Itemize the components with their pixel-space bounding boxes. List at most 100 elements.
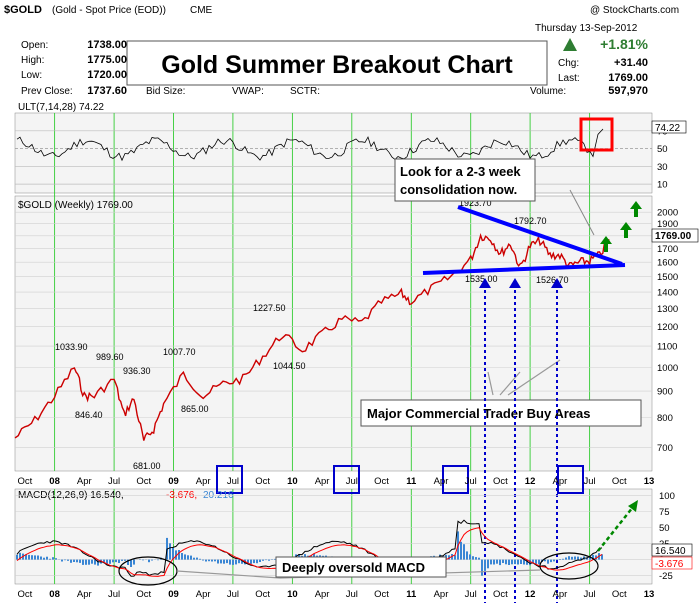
macd-histogram-bar xyxy=(97,559,99,566)
price-series xyxy=(14,233,610,441)
low-label: Low: xyxy=(21,70,42,81)
vwap-label: VWAP: xyxy=(232,86,264,97)
x-tick-label: Oct xyxy=(255,476,270,487)
macd-histogram-bar xyxy=(16,554,18,560)
price-y-tick: 1100 xyxy=(657,342,677,353)
ult-y-ticks: 70503010 xyxy=(15,126,668,191)
macd-histogram-bar xyxy=(193,557,195,560)
x-tick-label: Jul xyxy=(584,476,596,487)
open-label: Open: xyxy=(21,40,48,51)
macd-line xyxy=(16,519,603,577)
price-label: 1227.50 xyxy=(253,303,286,313)
macd-histogram-bar xyxy=(64,559,66,561)
macd-histogram-bar xyxy=(601,554,603,560)
macd-histogram-bar xyxy=(124,559,126,561)
macd-histogram-bar xyxy=(112,559,114,563)
x-tick-label: Jul xyxy=(108,476,120,487)
macd-histogram-bar xyxy=(169,543,171,560)
macd-histogram-bar xyxy=(37,555,39,560)
macd-histogram-bar xyxy=(79,559,81,563)
macd-histogram-bar xyxy=(55,558,57,560)
macd-histogram-bar xyxy=(508,559,510,565)
price-label: 989.60 xyxy=(96,352,124,362)
x-tick-label: Oct xyxy=(374,476,389,487)
macd-histogram-bar xyxy=(547,559,549,564)
macd-histogram-bar xyxy=(133,559,135,565)
date: Thursday 13-Sep-2012 xyxy=(535,23,638,34)
macd-histogram-bar xyxy=(565,557,567,560)
upper-trendline xyxy=(457,205,623,266)
x-tick-label: Jul xyxy=(465,476,477,487)
x-tick-label: 09 xyxy=(168,476,179,487)
macd-histogram-bar xyxy=(181,553,183,560)
macd-histogram-bar xyxy=(511,559,513,565)
price-line xyxy=(14,233,610,441)
price-y-tick: 1500 xyxy=(657,272,678,283)
macd-histogram-bar xyxy=(220,559,222,564)
volume-value: 597,970 xyxy=(608,85,648,97)
x-tick-label: 13 xyxy=(644,589,655,600)
macd-histogram-bar xyxy=(127,559,129,565)
macd-histogram-bar xyxy=(469,554,471,560)
macd-signal-line xyxy=(16,527,603,577)
macd-histogram-bar xyxy=(274,558,276,560)
x-tick-label: Oct xyxy=(374,589,389,600)
macd-histogram-bar xyxy=(253,559,255,564)
macd-histogram-bar xyxy=(106,559,108,565)
x-tick-label: 11 xyxy=(406,476,417,487)
macd-histogram-bar xyxy=(202,559,204,561)
macd-histogram-bar xyxy=(46,556,48,560)
last-value: 1769.00 xyxy=(608,72,648,84)
title-box xyxy=(126,40,548,86)
macd-histogram-bar xyxy=(82,559,84,565)
commercial-callout xyxy=(360,399,642,427)
macd-histogram-bar xyxy=(256,559,258,564)
macd-histogram-bar xyxy=(553,559,555,562)
x-tick-label: Oct xyxy=(493,476,508,487)
price-y-tick: 1200 xyxy=(657,322,678,333)
macd-histogram-bar xyxy=(532,559,534,564)
x-tick-label: Jul xyxy=(346,476,358,487)
green-arrow-icon xyxy=(630,201,642,217)
x-tick-label: Oct xyxy=(255,589,270,600)
x-tick-label: Oct xyxy=(612,476,627,487)
price-y-tick: 800 xyxy=(657,413,673,424)
price-peak-labels: 1033.90 989.60 936.30 846.40 681.00 1007.70 86… xyxy=(55,198,569,471)
macd-histogram-bar xyxy=(28,554,30,560)
high-label: High: xyxy=(21,55,44,66)
macd-histogram-bar xyxy=(484,559,486,571)
price-label: 1044.50 xyxy=(273,361,306,371)
commercial-text: Major Commercial Trader Buy Areas xyxy=(367,406,591,421)
green-arrow-icon xyxy=(620,222,632,238)
macd-histogram-bar xyxy=(229,559,231,565)
macd-histogram-bar xyxy=(478,557,480,560)
signal-last-value: -3.676 xyxy=(655,559,684,570)
volume-label: Volume: xyxy=(530,86,566,97)
price-label: 1923.70 xyxy=(459,198,492,208)
macd-histogram-bar xyxy=(217,559,219,564)
macd-histogram-bar xyxy=(562,558,564,560)
macd-histogram-bar xyxy=(184,554,186,560)
macd-histogram-bar xyxy=(130,559,132,567)
macd-histogram-bar xyxy=(250,559,252,564)
x-tick-label: Oct xyxy=(18,589,33,600)
macd-histogram-bar xyxy=(61,559,63,562)
macd-histogram-bar xyxy=(595,555,597,560)
macd-histogram-bar xyxy=(520,559,522,564)
x-tick-label: Apr xyxy=(196,476,211,487)
x-tick-label: 10 xyxy=(287,476,298,487)
macd-y-tick: 50 xyxy=(659,523,670,534)
macd-histogram-bar xyxy=(577,556,579,560)
macd-y-tick: 100 xyxy=(659,491,675,502)
ult-y-tick: 10 xyxy=(657,180,668,191)
chg-value: +31.40 xyxy=(614,57,648,69)
macd-histogram-bar xyxy=(247,559,249,565)
macd-x-axis-labels: Oct 08 Apr Jul Oct 09 Apr Jul Oct 10 Apr Jul Oct 11 Ap… xyxy=(18,589,655,600)
macd-histogram-bar xyxy=(505,559,507,565)
price-label: 936.30 xyxy=(123,366,151,376)
x-tick-label: 12 xyxy=(525,476,536,487)
macd-histogram-bar xyxy=(517,559,519,565)
macd-histogram-bar xyxy=(496,559,498,564)
symbol-description: (Gold - Spot Price (EOD)) xyxy=(52,5,166,16)
